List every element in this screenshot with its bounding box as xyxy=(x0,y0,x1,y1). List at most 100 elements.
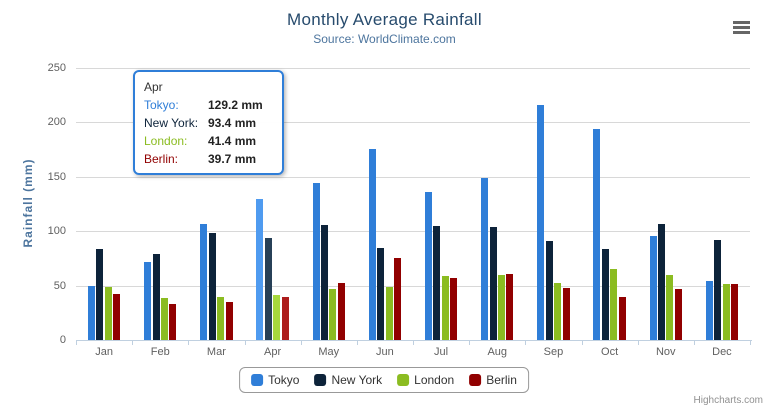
hamburger-bar xyxy=(733,31,750,34)
legend-swatch-icon xyxy=(251,374,264,386)
axis-tick xyxy=(76,340,77,345)
bar-tokyo-sep[interactable] xyxy=(537,104,545,340)
x-axis-label-jul: Jul xyxy=(434,346,449,358)
legend-item-label: London xyxy=(414,373,455,387)
bar-berlin-oct[interactable] xyxy=(618,297,626,340)
legend-item-tokyo[interactable]: Tokyo xyxy=(251,373,299,387)
bar-berlin-nov[interactable] xyxy=(674,289,682,340)
hamburger-bar xyxy=(733,21,750,24)
bar-berlin-jan[interactable] xyxy=(113,293,121,340)
legend-item-london[interactable]: London xyxy=(397,373,454,387)
chart-subtitle: Source: WorldClimate.com xyxy=(313,32,456,46)
bar-berlin-sep[interactable] xyxy=(562,288,570,340)
bar-new-york-aug[interactable] xyxy=(489,226,497,340)
tooltip: Apr Tokyo: 129.2 mm New York: 93.4 mm London… xyxy=(133,70,284,175)
hamburger-menu-icon[interactable] xyxy=(733,21,750,36)
x-axis-label-nov: Nov xyxy=(655,346,676,358)
legend: Tokyo New York London Berlin xyxy=(239,367,529,393)
bar-berlin-mar[interactable] xyxy=(225,302,233,340)
legend-item-new-york[interactable]: New York xyxy=(314,373,382,387)
bar-tokyo-feb[interactable] xyxy=(144,262,152,340)
x-axis-label-aug: Aug xyxy=(487,346,508,358)
bar-new-york-dec[interactable] xyxy=(714,239,722,340)
bar-tokyo-dec[interactable] xyxy=(705,280,713,340)
chart-title: Monthly Average Rainfall xyxy=(287,10,482,29)
bar-tokyo-jun[interactable] xyxy=(368,148,376,340)
tooltip-series-value: 93.4 mm xyxy=(208,116,257,130)
bar-london-apr[interactable] xyxy=(273,294,281,340)
bar-berlin-may[interactable] xyxy=(337,282,345,340)
bar-tokyo-nov[interactable] xyxy=(649,235,657,340)
highcharts-credit-link[interactable]: Highcharts.com xyxy=(693,395,763,406)
x-axis-label-jan: Jan xyxy=(95,346,113,358)
bar-berlin-jun[interactable] xyxy=(394,257,402,340)
bar-new-york-feb[interactable] xyxy=(152,254,160,340)
bar-new-york-nov[interactable] xyxy=(658,224,666,340)
gridline xyxy=(76,176,750,178)
axis-tick xyxy=(581,340,583,345)
bar-new-york-sep[interactable] xyxy=(545,240,553,340)
x-axis-label-may: May xyxy=(318,346,340,358)
x-axis-line xyxy=(76,340,752,341)
bar-london-nov[interactable] xyxy=(666,275,674,340)
bar-new-york-may[interactable] xyxy=(321,224,329,340)
bar-berlin-dec[interactable] xyxy=(731,284,739,340)
legend-item-label: New York xyxy=(331,373,383,387)
y-axis-tick-label: 50 xyxy=(53,279,66,292)
legend-item-berlin[interactable]: Berlin xyxy=(469,373,517,387)
bar-london-may[interactable] xyxy=(329,288,337,340)
bar-new-york-jun[interactable] xyxy=(377,248,385,340)
bar-new-york-jan[interactable] xyxy=(96,249,104,340)
legend-swatch-icon xyxy=(397,374,410,386)
bar-new-york-apr[interactable] xyxy=(264,238,272,340)
bar-tokyo-mar[interactable] xyxy=(200,224,208,340)
y-axis-tick-label: 100 xyxy=(47,225,66,238)
x-axis-label-dec: Dec xyxy=(712,346,732,358)
legend-item-label: Berlin xyxy=(486,373,517,387)
bar-new-york-mar[interactable] xyxy=(208,232,216,340)
axis-tick xyxy=(469,340,471,345)
tooltip-series-value: 41.4 mm xyxy=(208,134,257,148)
bar-tokyo-oct[interactable] xyxy=(593,128,601,340)
tooltip-rows: Tokyo: 129.2 mm New York: 93.4 mm London: 41.… xyxy=(144,96,273,168)
bar-berlin-feb[interactable] xyxy=(169,303,177,340)
bar-berlin-apr[interactable] xyxy=(281,296,289,340)
bar-london-jun[interactable] xyxy=(385,287,393,340)
tooltip-series-value: 39.7 mm xyxy=(208,152,257,166)
bar-london-aug[interactable] xyxy=(497,275,505,340)
bar-berlin-jul[interactable] xyxy=(450,277,458,340)
axis-tick xyxy=(693,340,695,345)
bar-london-dec[interactable] xyxy=(722,284,730,340)
bar-berlin-aug[interactable] xyxy=(506,274,514,340)
legend-swatch-icon xyxy=(314,374,327,386)
x-axis-label-sep: Sep xyxy=(543,346,564,358)
bar-london-mar[interactable] xyxy=(217,297,225,340)
bar-london-jan[interactable] xyxy=(104,286,112,340)
legend-item-label: Tokyo xyxy=(268,373,300,387)
axis-tick xyxy=(188,340,190,345)
bar-london-sep[interactable] xyxy=(554,282,562,340)
x-axis-label-apr: Apr xyxy=(264,346,282,358)
axis-tick xyxy=(637,340,639,345)
bar-tokyo-jul[interactable] xyxy=(424,192,432,340)
bar-tokyo-apr[interactable] xyxy=(256,199,264,340)
tooltip-series-label: Tokyo: xyxy=(144,98,179,112)
bar-london-feb[interactable] xyxy=(160,297,168,340)
bar-new-york-jul[interactable] xyxy=(433,225,441,340)
tooltip-series-value: 129.2 mm xyxy=(208,98,263,112)
gridline xyxy=(76,122,750,124)
bar-london-oct[interactable] xyxy=(610,269,618,340)
x-axis-label-feb: Feb xyxy=(150,346,170,358)
y-axis-tick-label: 150 xyxy=(47,170,66,183)
tooltip-series-label: Berlin: xyxy=(144,152,179,166)
bar-new-york-oct[interactable] xyxy=(601,249,609,340)
bar-tokyo-jan[interactable] xyxy=(87,285,95,340)
axis-tick xyxy=(132,340,134,345)
axis-tick xyxy=(525,340,527,345)
y-axis-tick-label: 0 xyxy=(59,334,66,346)
bar-tokyo-aug[interactable] xyxy=(481,178,489,340)
y-axis-tick-label: 250 xyxy=(47,62,66,74)
bar-tokyo-may[interactable] xyxy=(312,183,320,340)
axis-tick xyxy=(356,340,358,345)
bar-london-jul[interactable] xyxy=(441,275,449,340)
